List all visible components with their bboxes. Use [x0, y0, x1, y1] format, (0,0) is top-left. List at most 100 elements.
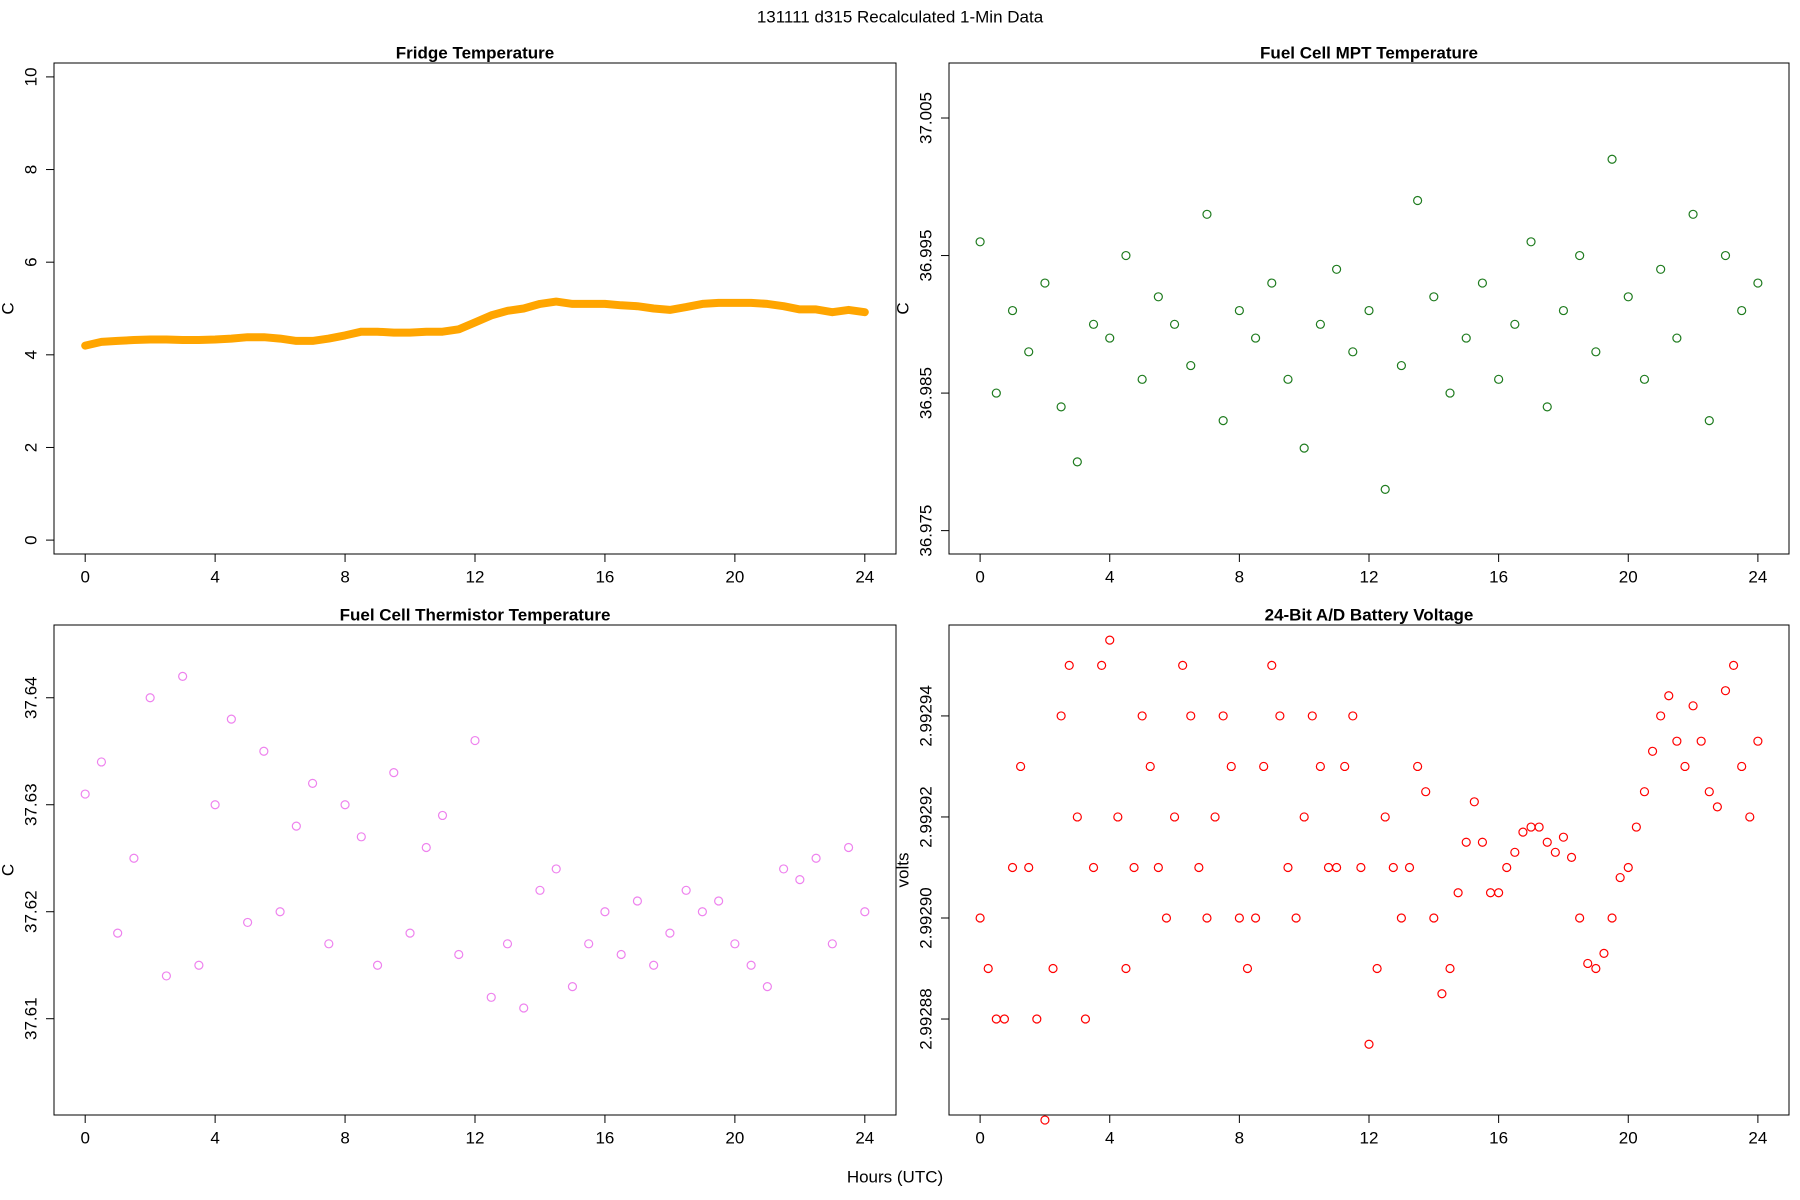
data-point [1169, 812, 1180, 822]
data-point [1437, 989, 1447, 999]
y-tick-label: 37.005 [916, 92, 935, 144]
data-point [1356, 862, 1366, 873]
data-point [1510, 847, 1520, 857]
data-point [1007, 305, 1018, 316]
data-point [843, 842, 854, 853]
data-point [519, 1003, 529, 1013]
data-point [1647, 746, 1658, 756]
data-point [600, 907, 610, 917]
data-point [1121, 250, 1131, 261]
data-point [1186, 360, 1196, 371]
data-point [779, 864, 789, 874]
data-point [1429, 913, 1439, 923]
y-axis-label: volts [893, 853, 912, 888]
y-tick-label: 37.64 [21, 676, 40, 719]
data-point [129, 853, 139, 863]
data-point [665, 928, 675, 938]
y-tick-label: 37.63 [21, 783, 40, 826]
data-point [1728, 660, 1739, 671]
data-point [1088, 862, 1099, 873]
y-tick-label: 37.61 [21, 997, 40, 1040]
data-point [1494, 888, 1504, 898]
x-tick-label: 12 [1360, 1128, 1379, 1147]
data-point [1737, 761, 1747, 772]
data-point [1453, 888, 1463, 898]
data-point [983, 963, 993, 974]
data-point [161, 971, 171, 981]
data-point [762, 982, 772, 992]
data-point [535, 885, 545, 895]
data-point [1485, 888, 1496, 898]
data-point [243, 917, 253, 928]
x-axis-label: Hours (UTC) [847, 1167, 943, 1186]
x-tick-label: 8 [1235, 1128, 1244, 1147]
data-point [681, 885, 691, 895]
plot-box [53, 624, 897, 1116]
data-point [340, 800, 350, 810]
data-point [1623, 292, 1633, 302]
y-tick-label: 2.99292 [916, 786, 935, 847]
y-tick-label: 2.99290 [916, 887, 935, 948]
data-point [486, 992, 496, 1002]
data-point [1024, 862, 1034, 873]
x-tick-label: 8 [340, 1128, 349, 1147]
data-point [1672, 736, 1682, 746]
data-point [1226, 761, 1236, 772]
panel-title: Fuel Cell Thermistor Temperature [340, 605, 611, 624]
data-point [1494, 374, 1504, 384]
x-tick-label: 0 [975, 1128, 984, 1147]
data-point [1259, 761, 1269, 772]
y-tick-label: 10 [21, 67, 40, 86]
data-point [145, 693, 155, 703]
data-point [975, 913, 985, 923]
data-point [1178, 660, 1188, 671]
data-point [551, 864, 561, 874]
data-point [1502, 862, 1512, 873]
data-point [1518, 827, 1528, 837]
data-point [1056, 711, 1066, 721]
data-point [1421, 787, 1431, 797]
data-point [210, 800, 220, 810]
data-point [1704, 787, 1714, 797]
data-point [827, 939, 837, 949]
data-point [1688, 209, 1698, 219]
data-point [1623, 862, 1633, 873]
data-line [81, 297, 869, 350]
data-point [1615, 872, 1625, 883]
data-point [1396, 360, 1407, 371]
y-tick-label: 2 [21, 443, 40, 452]
data-point [1202, 209, 1212, 219]
data-point [1097, 660, 1107, 671]
data-point [1566, 852, 1577, 862]
data-point [1056, 402, 1066, 412]
data-point [1299, 443, 1309, 453]
data-point [1137, 711, 1147, 721]
data-point [113, 928, 123, 938]
data-point [356, 832, 366, 842]
data-point [1631, 822, 1641, 832]
data-point [1712, 802, 1722, 812]
data-point [1250, 913, 1261, 923]
data-point [1105, 333, 1115, 343]
data-point [1656, 711, 1666, 721]
data-point [1591, 347, 1601, 357]
x-tick-label: 16 [1489, 1128, 1508, 1147]
data-point [1186, 711, 1196, 721]
data-point [1745, 812, 1755, 822]
data-point [1477, 837, 1488, 847]
data-point [1753, 278, 1763, 288]
data-point [1007, 862, 1018, 873]
data-point [1445, 963, 1455, 974]
x-tick-label: 0 [80, 1128, 89, 1147]
x-tick-label: 16 [595, 567, 614, 586]
x-tick-label: 16 [1489, 567, 1508, 586]
data-point [567, 982, 578, 992]
data-point [1145, 761, 1155, 772]
data-point [291, 821, 301, 831]
y-tick-label: 0 [21, 535, 40, 544]
y-axis-label: C [0, 864, 17, 876]
data-point [1737, 305, 1747, 316]
data-point [1696, 736, 1706, 746]
data-point [1234, 913, 1244, 923]
data-point [649, 960, 659, 970]
